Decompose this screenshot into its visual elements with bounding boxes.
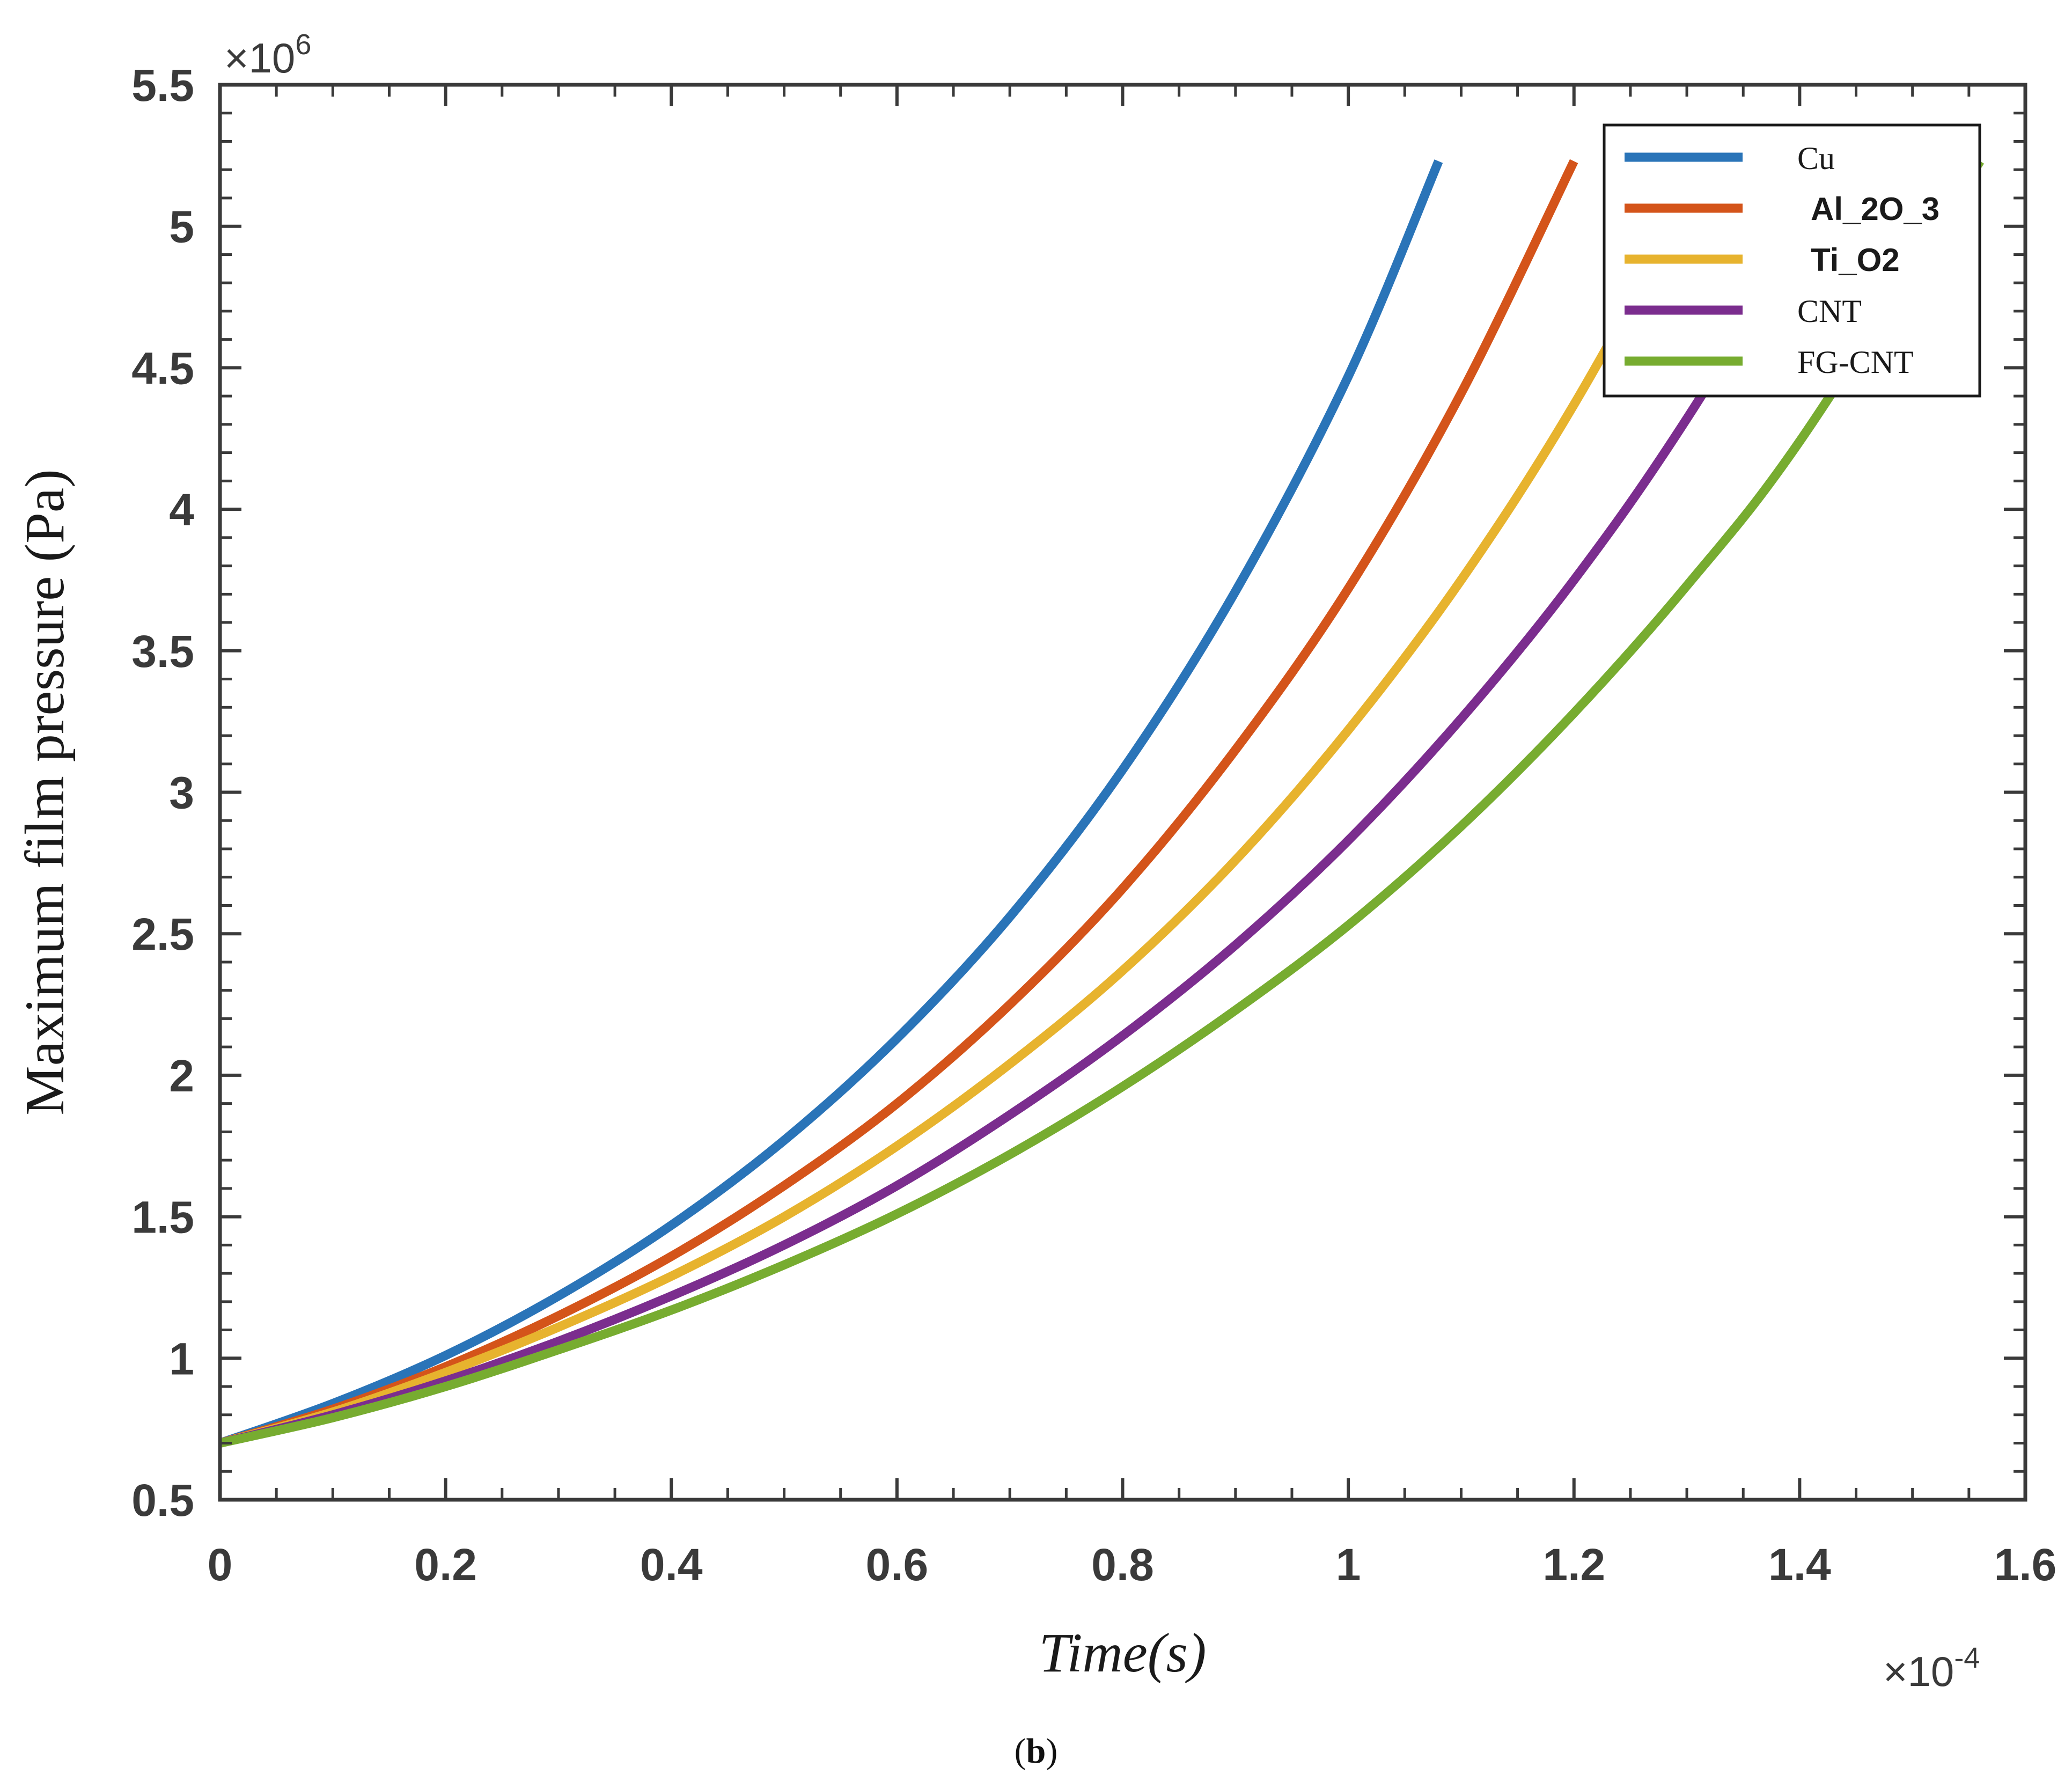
y-axis-multiplier: ×106 xyxy=(224,28,311,82)
labels-layer: Maximum film pressure (Pa) Time(s) ×106 … xyxy=(14,28,1980,1771)
x-tick-label: 0 xyxy=(208,1539,233,1590)
series-layer xyxy=(218,158,1985,1448)
y-multiplier-exponent: 6 xyxy=(295,28,311,61)
x-tick-label: 0.6 xyxy=(865,1539,928,1590)
y-tick-label: 1.5 xyxy=(131,1192,194,1243)
x-tick-label: 1.2 xyxy=(1542,1539,1605,1590)
y-tick-label: 5.5 xyxy=(131,60,194,111)
y-axis-label: Maximum film pressure (Pa) xyxy=(14,469,76,1115)
x-tick-label: 0.8 xyxy=(1091,1539,1154,1590)
y-tick-label: 1 xyxy=(169,1333,194,1384)
legend-label-cnt: CNT xyxy=(1797,294,1862,329)
y-tick-label: 5 xyxy=(169,202,194,252)
legend-label-al-2o-3: Al_2O_3 xyxy=(1811,191,1939,227)
legend: Cu Al_2O_3 Ti_O2 CNT FG-CNT xyxy=(1603,123,1981,398)
caption-letter: b xyxy=(1026,1732,1046,1771)
figure-caption: (b) xyxy=(1015,1732,1058,1771)
series-line-cnt xyxy=(218,158,1849,1448)
y-tick-label: 4.5 xyxy=(131,343,194,393)
y-tick-label: 4 xyxy=(169,485,194,535)
x-tick-label: 0.2 xyxy=(414,1539,477,1590)
series-line-fg-cnt xyxy=(219,158,1985,1448)
y-tick-label: 3 xyxy=(169,768,194,818)
y-tick-label: 0.5 xyxy=(131,1475,194,1525)
y-tick-label: 2.5 xyxy=(131,909,194,959)
x-tick-label: 1.6 xyxy=(1994,1539,2057,1590)
ticks-layer: 0 0.2 0.4 0.6 0.8 1 1.2 1.4 1.6 0.5 1 1.5 2 2.5 3 3.5 4 4… xyxy=(131,60,2056,1590)
x-tick-label: 0.4 xyxy=(640,1539,703,1590)
series-line-al-2o-3 xyxy=(218,159,1578,1448)
legend-label-fg-cnt: FG-CNT xyxy=(1797,344,1914,380)
legend-label-ti-o2: Ti_O2 xyxy=(1811,242,1900,278)
series-line-ti-o2 xyxy=(218,159,1714,1448)
series-line-cu xyxy=(218,159,1443,1448)
x-axis-label: Time(s) xyxy=(1039,1622,1207,1684)
x-multiplier-exponent: -4 xyxy=(1954,1642,1980,1674)
x-multiplier-base: ×10 xyxy=(1883,1648,1954,1695)
y-tick-label: 3.5 xyxy=(131,626,194,677)
x-tick-label: 1.4 xyxy=(1768,1539,1831,1590)
x-tick-label: 1 xyxy=(1336,1539,1361,1590)
y-tick-label: 2 xyxy=(169,1051,194,1101)
legend-label-cu: Cu xyxy=(1797,141,1835,176)
y-multiplier-base: ×10 xyxy=(224,34,295,82)
x-axis-multiplier: ×10-4 xyxy=(1883,1642,1980,1695)
